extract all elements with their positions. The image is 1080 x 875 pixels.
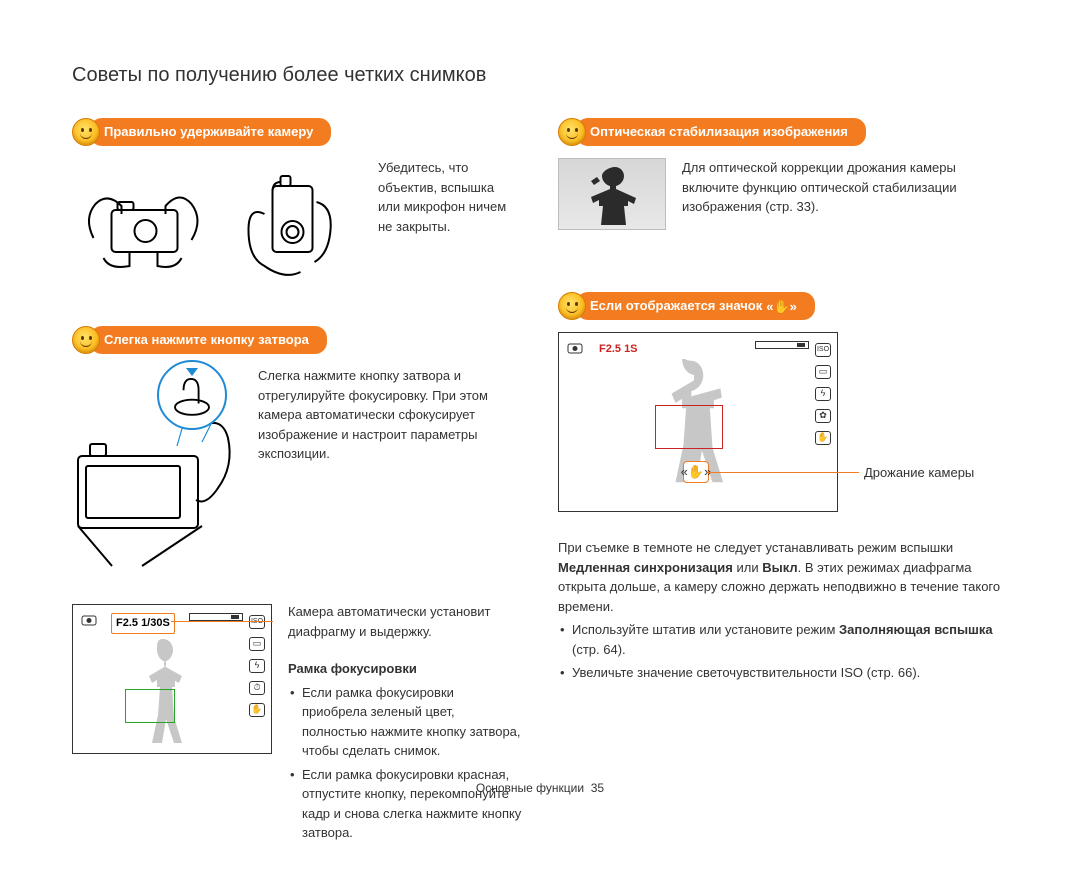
aperture-readout: F2.5 1/30S [111, 613, 175, 634]
section-hold-camera: Правильно удерживайте камеру [72, 118, 522, 298]
shutter-notes: Камера автоматически установит диафрагму… [288, 594, 522, 847]
heading-row: Правильно удерживайте камеру [72, 118, 522, 146]
smiley-icon [72, 326, 100, 354]
footer-page-number: 35 [591, 781, 604, 795]
heading-text: Если отображается значок [590, 296, 762, 316]
drive-icon: ▭ [815, 365, 831, 379]
shake-body: При съемке в темноте не следует устанавл… [558, 538, 1008, 683]
smiley-icon [72, 118, 100, 146]
t: или [733, 560, 762, 575]
flash-icon: ϟ [815, 387, 831, 401]
smiley-icon [558, 118, 586, 146]
heading-pill: Если отображается значок «✋» [576, 292, 815, 320]
footer-section: Основные функции [476, 781, 584, 795]
mode-icon [81, 613, 101, 627]
t: При съемке в темноте не следует устанавл… [558, 540, 953, 555]
zoom-detail-circle [157, 360, 227, 430]
section-shake: Если отображается значок «✋» F2.5 1S [558, 292, 1008, 683]
shutter-illustration [72, 366, 242, 586]
focus-frame-heading: Рамка фокусировки [288, 659, 522, 679]
section-ois: Оптическая стабилизация изображения Для … [558, 118, 1008, 230]
heading-row: Если отображается значок «✋» [558, 292, 1008, 320]
battery-icon [189, 613, 243, 621]
drive-icon: ▭ [249, 637, 265, 651]
left-column: Правильно удерживайте камеру [72, 118, 522, 875]
macro-icon: ✿ [815, 409, 831, 423]
right-icon-stack: ISO ▭ ϟ ✿ ✋ [815, 343, 831, 445]
smiley-icon [558, 292, 586, 320]
t: Заполняющая вспышка [839, 622, 993, 637]
ois-icon: ✋ [815, 431, 831, 445]
camera-screen-preview: F2.5 1/30S ISO ▭ ϟ ⏱ ✋ [72, 604, 272, 754]
aperture-note: Камера автоматически установит диафрагму… [288, 602, 522, 641]
shake-bullet-tripod: Используйте штатив или установите режим … [558, 620, 1008, 659]
focus-bullet-green: Если рамка фокусировки приобрела зеленый… [288, 683, 522, 761]
shake-para: При съемке в темноте не следует устанавл… [558, 538, 1008, 616]
focus-bullet-red: Если рамка фокусировки красная, отпустит… [288, 765, 522, 843]
page-footer: Основные функции 35 [0, 779, 1080, 797]
t: Медленная синхронизация [558, 560, 733, 575]
hold-body: Убедитесь, что объектив, вспышка или мик… [378, 158, 518, 236]
heading-pill: Слегка нажмите кнопку затвора [90, 326, 327, 354]
focus-frame-red [655, 405, 723, 449]
focus-frame-green [125, 689, 175, 723]
mode-icon [567, 341, 587, 355]
heading-row: Слегка нажмите кнопку затвора [72, 326, 522, 354]
hold-figure-row: Убедитесь, что объектив, вспышка или мик… [72, 158, 522, 298]
battery-icon [755, 341, 809, 349]
t: Выкл [762, 560, 797, 575]
t: (стр. 64). [572, 642, 626, 657]
iso-icon: ISO [815, 343, 831, 357]
ois-thumbnail [558, 158, 666, 230]
iso-icon: ISO [249, 615, 265, 629]
heading-pill: Оптическая стабилизация изображения [576, 118, 866, 146]
right-column: Оптическая стабилизация изображения Для … [558, 118, 1008, 875]
t: Используйте штатив или установите режим [572, 622, 839, 637]
shake-screen-wrap: F2.5 1S ISO ▭ ϟ ✿ ✋ «✋» [558, 332, 1008, 512]
two-column-layout: Правильно удерживайте камеру [72, 118, 1008, 875]
shake-bullet-iso: Увеличьте значение светочувствительности… [558, 663, 1008, 683]
heading-row: Оптическая стабилизация изображения [558, 118, 1008, 146]
shutter-figure-row: Слегка нажмите кнопку затвора и отрегули… [72, 366, 522, 586]
shutter-screen-row: F2.5 1/30S ISO ▭ ϟ ⏱ ✋ [72, 594, 522, 847]
ois-figure-row: Для оптической коррекции дрожания камеры… [558, 158, 1008, 230]
flash-icon: ϟ [249, 659, 265, 673]
shake-callout-label: Дрожание камеры [864, 463, 974, 483]
timer-icon: ⏱ [249, 681, 265, 695]
page-title: Советы по получению более четких снимков [72, 60, 1008, 90]
ois-icon: ✋ [249, 703, 265, 717]
camera-screen-shake: F2.5 1S ISO ▭ ϟ ✿ ✋ «✋» [558, 332, 838, 512]
callout-line [709, 472, 859, 473]
section-shutter: Слегка нажмите кнопку затвора [72, 326, 522, 847]
right-icon-stack: ISO ▭ ϟ ⏱ ✋ [249, 615, 265, 717]
ois-body: Для оптической коррекции дрожания камеры… [682, 158, 1008, 217]
heading-pill: Правильно удерживайте камеру [90, 118, 331, 146]
shutter-body: Слегка нажмите кнопку затвора и отрегули… [258, 366, 522, 464]
shake-warning-icon: «✋» [683, 461, 709, 483]
callout-line [171, 621, 273, 622]
shake-hand-icon: «✋» [766, 300, 797, 313]
hold-illustration [72, 158, 362, 298]
aperture-readout-red: F2.5 1S [599, 341, 638, 358]
